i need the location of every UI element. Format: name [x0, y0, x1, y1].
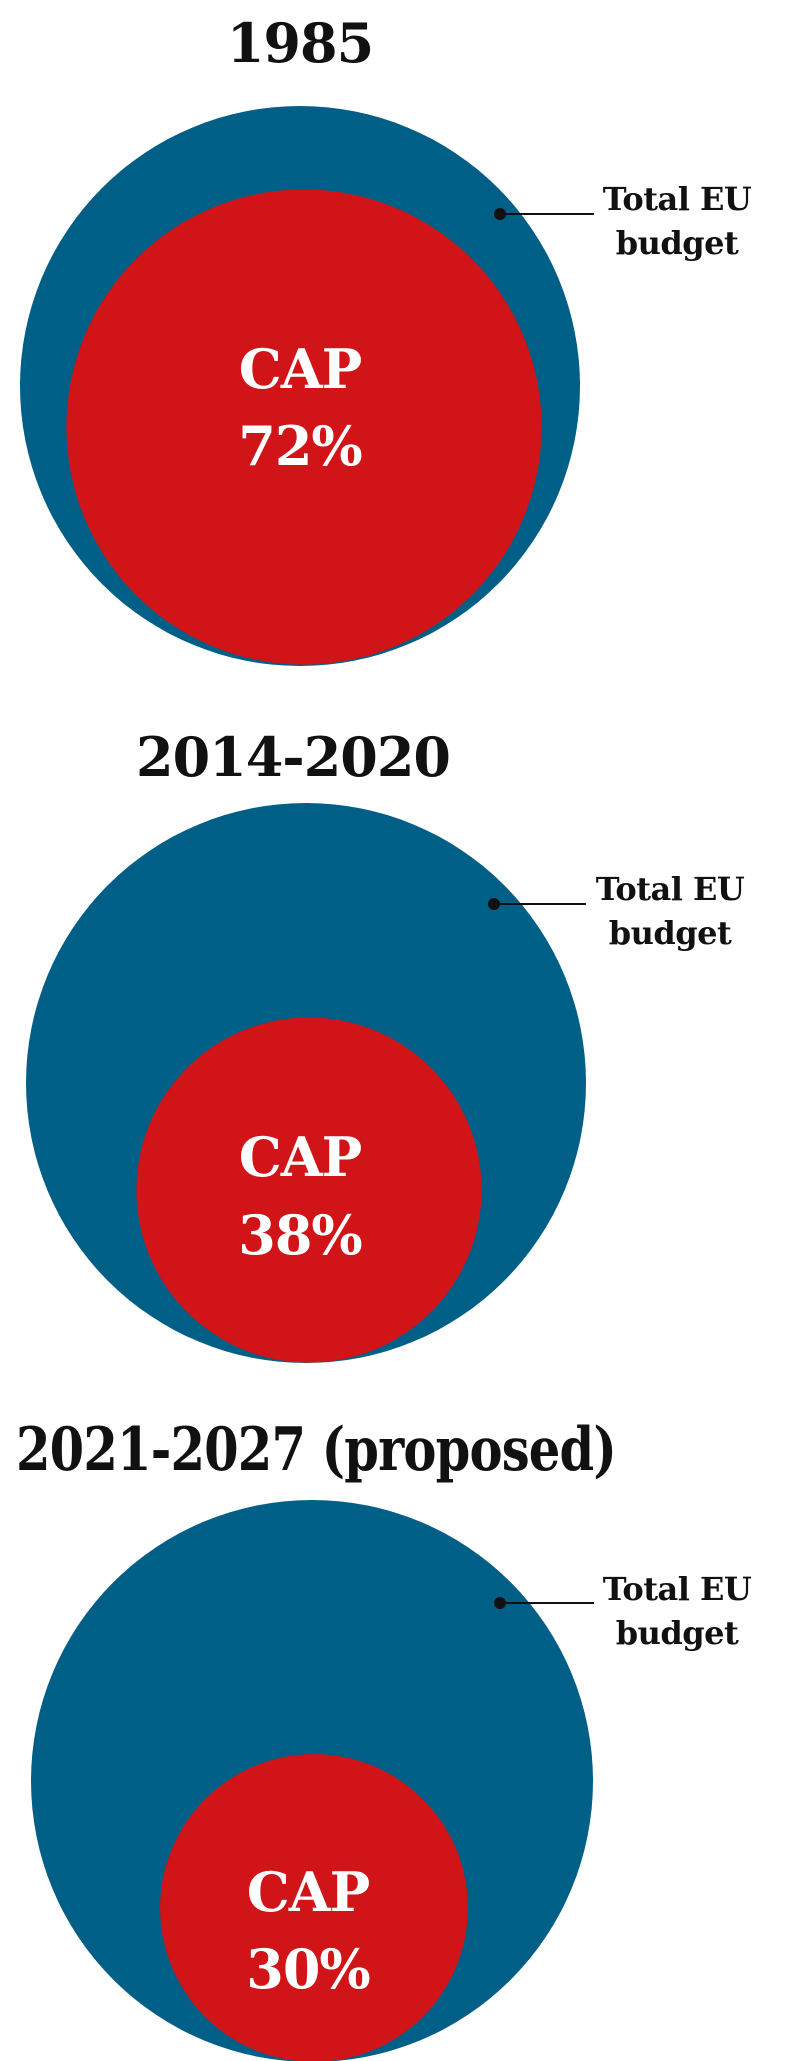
total-eu-budget-label-line-2: budget	[609, 914, 732, 952]
cap-label: CAP	[239, 1125, 362, 1189]
cap-circle	[136, 1017, 482, 1363]
panel-title: 2021-2027 (proposed)	[16, 1415, 616, 1485]
total-eu-budget-label-line-1: Total EU	[596, 870, 745, 908]
cap-percent-label: 72%	[238, 414, 361, 478]
panel-title: 2014-2020	[136, 725, 450, 789]
total-eu-budget-label-line-1: Total EU	[603, 1570, 752, 1608]
cap-circle	[66, 189, 542, 665]
total-eu-budget-label-line-2: budget	[616, 224, 739, 262]
cap-label: CAP	[239, 337, 362, 401]
total-eu-budget-label-line-1: Total EU	[603, 180, 752, 218]
panel-1985: 1985 CAP 72% Total EU budget	[20, 11, 752, 666]
total-eu-budget-label-line-2: budget	[616, 1614, 739, 1652]
panel-title: 1985	[227, 11, 373, 75]
panel-2014-2020: 2014-2020 CAP 38% Total EU budget	[26, 725, 745, 1363]
cap-circle	[160, 1754, 468, 2061]
cap-label: CAP	[247, 1860, 370, 1924]
cap-percent-label: 38%	[238, 1203, 361, 1267]
panel-2021-2027-proposed: 2021-2027 (proposed) CAP 30% Total EU bu…	[16, 1415, 752, 2061]
cap-percent-label: 30%	[246, 1937, 369, 2001]
